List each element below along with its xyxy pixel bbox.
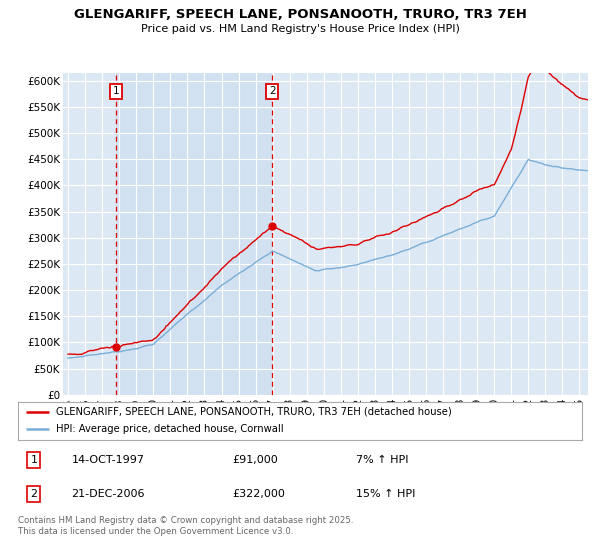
- Text: 21-DEC-2006: 21-DEC-2006: [71, 488, 145, 498]
- Text: GLENGARIFF, SPEECH LANE, PONSANOOTH, TRURO, TR3 7EH (detached house): GLENGARIFF, SPEECH LANE, PONSANOOTH, TRU…: [56, 407, 452, 417]
- Text: £322,000: £322,000: [232, 488, 285, 498]
- Text: GLENGARIFF, SPEECH LANE, PONSANOOTH, TRURO, TR3 7EH: GLENGARIFF, SPEECH LANE, PONSANOOTH, TRU…: [74, 8, 526, 21]
- Text: Price paid vs. HM Land Registry's House Price Index (HPI): Price paid vs. HM Land Registry's House …: [140, 24, 460, 34]
- Text: 2: 2: [269, 86, 275, 96]
- Bar: [116, 73, 272, 395]
- Text: 15% ↑ HPI: 15% ↑ HPI: [356, 488, 416, 498]
- Text: Contains HM Land Registry data © Crown copyright and database right 2025.
This d: Contains HM Land Registry data © Crown c…: [18, 516, 353, 536]
- Text: 7% ↑ HPI: 7% ↑ HPI: [356, 455, 409, 465]
- Text: 14-OCT-1997: 14-OCT-1997: [71, 455, 145, 465]
- Text: HPI: Average price, detached house, Cornwall: HPI: Average price, detached house, Corn…: [56, 424, 284, 435]
- Text: 1: 1: [112, 86, 119, 96]
- Text: £91,000: £91,000: [232, 455, 278, 465]
- Text: 2: 2: [31, 488, 37, 498]
- Text: 1: 1: [31, 455, 37, 465]
